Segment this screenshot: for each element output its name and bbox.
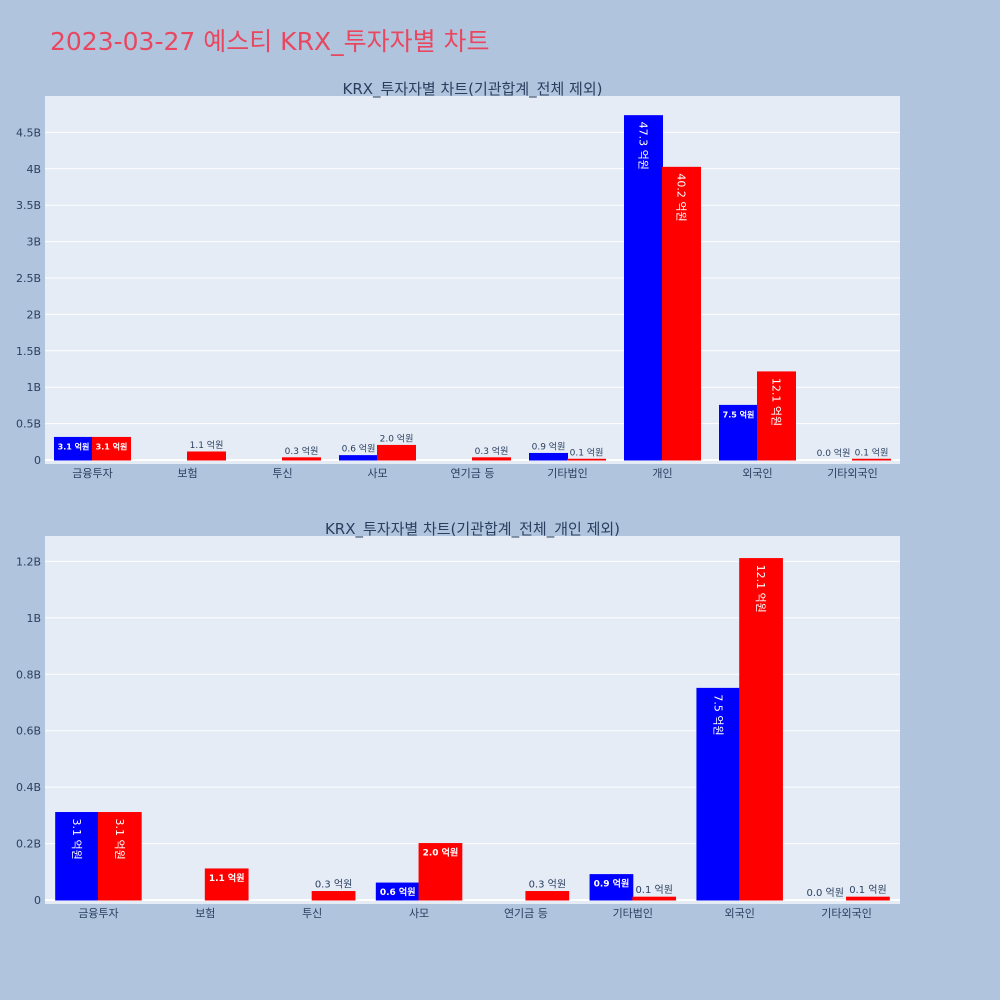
bar-sell [525,891,570,901]
bar-value-label: 0.3 억원 [529,879,566,891]
bar-value-label: 0.6 억원 [380,886,416,898]
y-tick-label: 0.4B [16,781,41,794]
y-tick-label: 4B [26,163,41,176]
y-tick-label: 1.2B [16,555,41,568]
bar-sell [852,458,891,461]
bar-value-label: 47.3 억원 [637,122,650,170]
bar-buy [719,404,758,461]
y-tick-label: 0.8B [16,668,41,681]
bar-sell [757,371,796,461]
bar-buy [339,455,378,461]
chart-title-1: KRX_투자자별 차트(기관합계_전체 제외) [343,80,603,99]
page-title: 2023-03-27 예스티 KRX_투자자별 차트 [50,27,490,56]
x-tick-label: 금융투자 [78,907,118,920]
x-tick-label: 투신 [272,467,292,480]
y-tick-label: 0.6B [16,725,41,738]
x-tick-label: 보험 [195,907,215,920]
x-tick-label: 외국인 [725,907,755,920]
bar-value-label: 1.1 억원 [209,872,245,884]
y-tick-label: 1B [26,381,41,394]
bar-value-label: 12.1 억원 [770,378,783,426]
x-tick-label: 연기금 등 [504,907,548,920]
bar-value-label: 2.0 억원 [423,847,459,859]
bar-value-label: 0.9 억원 [594,878,630,890]
bar-sell [204,868,249,901]
bar-value-label: 0.3 억원 [315,879,352,891]
bar-value-label: 2.0 억원 [380,432,414,444]
bar-value-label: 0.9 억원 [532,440,566,452]
bar-value-label: 12.1 억원 [754,565,767,613]
bar-sell [846,896,890,901]
bar-sell [311,891,356,901]
y-tick-label: 0 [34,454,41,467]
x-tick-label: 사모 [409,907,429,920]
bar-buy [589,874,634,901]
bar-value-label: 0.0 억원 [806,887,843,899]
x-tick-label: 금융투자 [72,467,112,480]
bar-buy [624,115,663,461]
bar-sell [739,558,783,901]
bar-value-label: 0.1 억원 [855,446,889,458]
bar-sell [377,444,416,461]
y-tick-label: 0 [34,894,41,907]
bar-value-label: 0.6 억원 [342,443,376,455]
bar-sell [567,458,606,461]
bar-buy [696,687,741,901]
x-tick-label: 외국인 [742,467,772,480]
x-tick-label: 사모 [367,467,387,480]
bar-sell [472,457,511,461]
bar-value-label: 3.1 억원 [96,441,128,451]
bar-sell [97,812,142,901]
bar-sell [92,436,131,461]
bar-value-label: 3.1 억원 [58,441,90,451]
bar-value-label: 0.3 억원 [285,445,319,457]
bar-buy [55,812,99,901]
y-tick-label: 3.5B [16,199,41,212]
bar-buy [529,452,568,461]
y-tick-label: 0.2B [16,838,41,851]
y-tick-label: 1.5B [16,345,41,358]
bar-value-label: 7.5 억원 [723,409,755,419]
bar-value-label: 0.3 억원 [475,445,509,457]
y-tick-label: 3B [26,236,41,249]
x-tick-label: 연기금 등 [451,467,495,480]
x-tick-label: 기타외국인 [827,467,878,480]
bar-value-label: 0.0 억원 [817,447,851,459]
bar-sell [187,451,226,461]
y-tick-label: 1B [26,612,41,625]
bar-value-label: 7.5 억원 [711,694,724,735]
bar-sell [418,843,463,901]
x-tick-label: 개인 [652,467,672,480]
bar-value-label: 3.1 억원 [70,819,83,860]
x-tick-label: 투신 [302,907,322,920]
bar-sell [632,896,677,901]
bar-value-label: 40.2 억원 [675,173,688,221]
bar-value-label: 0.1 억원 [849,884,886,896]
y-tick-label: 2B [26,308,41,321]
bar-value-label: 0.1 억원 [570,446,604,458]
bar-sell [662,166,701,461]
y-tick-label: 4.5B [16,126,41,139]
bar-value-label: 3.1 억원 [113,819,126,860]
x-tick-label: 기타법인 [613,907,653,920]
bar-sell [282,457,321,461]
y-tick-label: 0.5B [16,418,41,431]
chart-title-2: KRX_투자자별 차트(기관합계_전체_개인 제외) [325,520,620,539]
bar-value-label: 1.1 억원 [190,439,224,451]
y-tick-label: 2.5B [16,272,41,285]
bar-value-label: 0.1 억원 [635,884,672,896]
x-tick-label: 보험 [177,467,197,480]
x-tick-label: 기타외국인 [821,907,872,920]
x-tick-label: 기타법인 [547,467,587,480]
